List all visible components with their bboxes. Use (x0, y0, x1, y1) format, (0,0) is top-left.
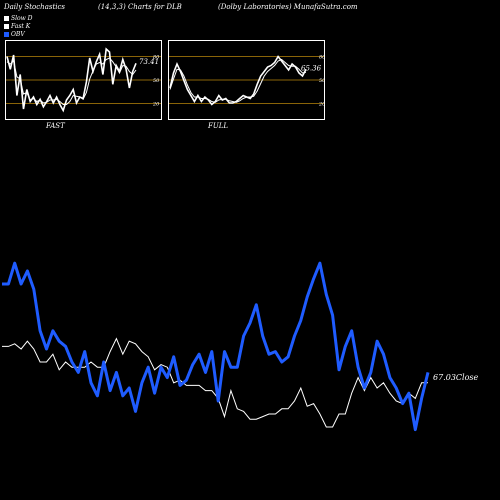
full-tick-label: 20 (318, 101, 326, 107)
fast-slow-d-line (6, 57, 137, 105)
legend-label: Fast K (11, 23, 31, 30)
fast-panel-label: FAST (46, 122, 65, 130)
chart-header-right: (Dolby Laboratories) MunafaSutra.com (218, 3, 358, 11)
fast-value-label: 73.41 (139, 58, 159, 66)
legend-item-fast-k: Fast K (4, 23, 30, 30)
legend-swatch (4, 24, 9, 29)
full-value-label: 65.36 (301, 64, 322, 72)
legend-label: OBV (11, 31, 25, 38)
full-tick-label: 50 (319, 78, 326, 84)
chart-header-middle: (14,3,3) Charts for DLB (98, 3, 182, 11)
close-price-line (2, 337, 428, 428)
full-tick-label: 80 (319, 55, 326, 61)
obv-line (2, 261, 430, 432)
legend-item-slow-d: Slow D (4, 15, 33, 22)
legend-swatch (4, 32, 9, 37)
fast-tick-label: 80 (153, 55, 160, 61)
legend-label: Slow D (11, 15, 33, 22)
full-slow-d-line (169, 58, 307, 103)
close-value-label: 67.03Close (433, 373, 479, 382)
legend-swatch (4, 16, 9, 21)
legend-item-obv: OBV (4, 31, 25, 38)
chart-header-left: Daily Stochastics (4, 3, 66, 11)
full-panel-label: FULL (208, 122, 229, 130)
fast-tick-label: 50 (153, 78, 160, 84)
fast-tick-label: 20 (152, 101, 160, 107)
full-fast-k-line (169, 55, 307, 106)
